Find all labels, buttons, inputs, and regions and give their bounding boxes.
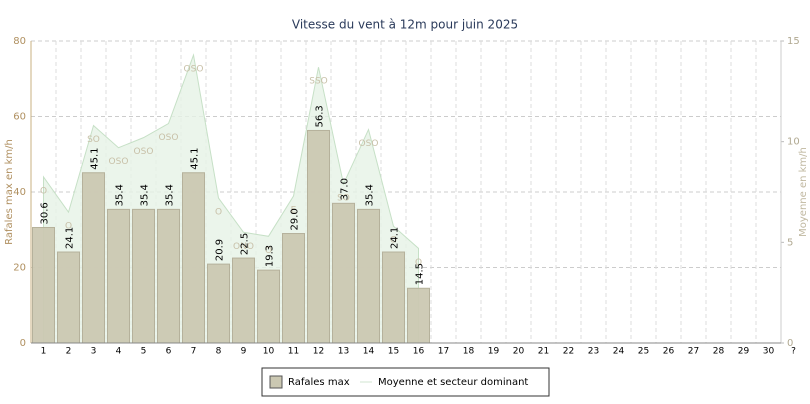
bar — [382, 251, 405, 344]
y2-tick-label: 15 — [787, 36, 800, 47]
legend-swatch — [269, 375, 283, 389]
sector-label: O — [65, 222, 72, 232]
bar — [257, 269, 280, 344]
sector-label: OSO — [109, 157, 129, 167]
x-tick-label: 19 — [488, 347, 500, 357]
x-tick-label: 5 — [141, 347, 147, 357]
x-tick-label: 24 — [613, 347, 625, 357]
x-tick-label: 8 — [216, 347, 222, 357]
value-label: 35.4 — [165, 184, 176, 206]
value-label: 37.0 — [340, 178, 351, 200]
sector-label: SO — [87, 135, 100, 145]
legend-label: Rafales max — [288, 377, 350, 388]
bar — [332, 202, 355, 344]
sector-label: O — [40, 186, 47, 196]
x-tick-label: 15 — [388, 347, 399, 357]
y-tick-label: 20 — [13, 263, 26, 274]
bar — [132, 208, 155, 344]
y-tick-label: 60 — [13, 112, 26, 123]
value-label: 35.4 — [365, 184, 376, 206]
value-label: 56.3 — [315, 105, 326, 127]
x-tick-label: 12 — [313, 347, 324, 357]
value-label: 24.1 — [390, 227, 401, 249]
x-tick-label: 22 — [563, 347, 574, 357]
x-tick-label: 23 — [588, 347, 599, 357]
x-tick-label: 25 — [638, 347, 649, 357]
sector-label: OSO — [159, 133, 179, 143]
bar — [57, 251, 80, 344]
x-tick-label: 10 — [263, 347, 275, 357]
value-label: 14.5 — [415, 263, 426, 285]
bar — [282, 233, 305, 344]
value-label: 30.6 — [40, 202, 51, 224]
sector-label: ONO — [233, 242, 254, 252]
x-tick-label: 6 — [166, 347, 172, 357]
x-tick-label: 27 — [688, 347, 699, 357]
bar — [232, 257, 255, 344]
x-tick-label: 7 — [191, 347, 197, 357]
x-tick-label: 18 — [463, 347, 475, 357]
value-label: 22.5 — [240, 233, 251, 255]
bar — [32, 226, 55, 344]
bar — [307, 129, 330, 344]
chart-title: Vitesse du vent à 12m pour juin 2025 — [292, 18, 518, 32]
x-tick-label: 11 — [288, 347, 299, 357]
y-tick-label: 40 — [13, 187, 26, 198]
y-tick-label: 0 — [20, 338, 26, 349]
bar — [207, 263, 230, 344]
sector-label: OSO — [359, 139, 379, 149]
x-tick-label: 14 — [363, 347, 375, 357]
y-axis-label: Rafales max en km/h — [4, 139, 15, 245]
x-tick-label: 13 — [338, 347, 349, 357]
x-tick-label: 2 — [66, 347, 72, 357]
value-label: 20.9 — [215, 239, 226, 261]
sector-label: E — [291, 206, 297, 216]
y-tick-label: 80 — [13, 36, 26, 47]
sector-label: O — [215, 208, 222, 218]
x-tick-label: 26 — [663, 347, 675, 357]
bar — [107, 208, 130, 344]
x-tick-label: 9 — [241, 347, 247, 357]
sector-label: OSO — [184, 65, 204, 75]
y2-tick-label: 0 — [787, 338, 793, 349]
x-tick-label: 28 — [713, 347, 725, 357]
value-label: 35.4 — [115, 184, 126, 206]
value-label: 19.3 — [265, 245, 276, 267]
x-tick-label: 29 — [738, 347, 750, 357]
x-tick-label: 4 — [116, 347, 122, 357]
bar — [407, 287, 430, 344]
bar — [82, 172, 105, 344]
x-tick-label: 20 — [513, 347, 525, 357]
x-tick-label: ? — [791, 347, 796, 357]
y2-tick-label: 10 — [787, 137, 800, 148]
value-label: 45.1 — [190, 147, 201, 169]
bar — [157, 208, 180, 344]
x-tick-label: 17 — [438, 347, 449, 357]
sector-label: SSO — [309, 77, 328, 87]
value-label: 45.1 — [90, 147, 101, 169]
sector-label: O — [390, 236, 397, 246]
x-tick-label: 1 — [41, 347, 47, 357]
value-label: 24.1 — [65, 227, 76, 249]
y2-tick-label: 5 — [787, 237, 793, 248]
value-label: 29.0 — [290, 208, 301, 230]
y2-axis-label: Moyenne en km/h — [798, 147, 809, 237]
legend-label: Moyenne et secteur dominant — [378, 377, 528, 388]
x-tick-label: 30 — [763, 347, 775, 357]
bar — [182, 172, 205, 344]
x-tick-label: 3 — [91, 347, 97, 357]
sector-label: OSO — [134, 147, 154, 157]
x-tick-label: 21 — [538, 347, 549, 357]
value-label: 35.4 — [140, 184, 151, 206]
x-tick-label: 16 — [413, 347, 425, 357]
sector-label: SO — [337, 193, 350, 203]
sector-label: O — [415, 258, 422, 268]
sector-label: O — [265, 246, 272, 256]
legend — [261, 367, 550, 397]
bar — [357, 208, 380, 344]
